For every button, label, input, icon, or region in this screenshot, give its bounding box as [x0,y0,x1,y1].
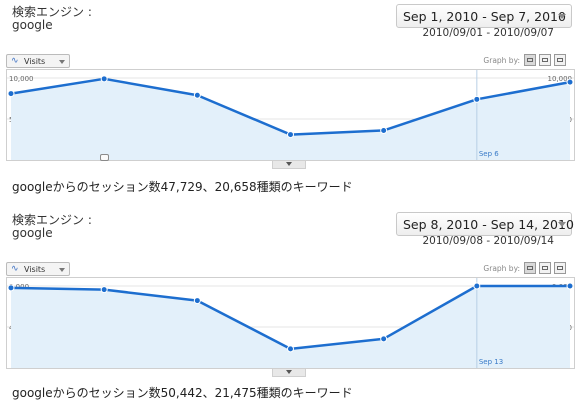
source-value: google [12,18,53,32]
metric-selector[interactable]: ∿ Visits [6,262,70,276]
month-icon [557,58,563,62]
series-area [11,286,570,368]
date-marker-label: Sep 6 [479,150,499,158]
chevron-down-icon [286,162,292,166]
data-point [566,78,574,86]
y-tick-label-right: 10,000 [548,75,573,83]
data-point [473,282,481,290]
series-area [11,78,570,160]
source-label-text: 検索エンジン : [12,5,92,19]
visits-chart: 9,0009,0004,5004,500Sep 13 [6,277,575,369]
data-point [473,95,481,103]
visits-chart-svg: 9,0009,0004,5004,500Sep 13 [7,278,574,368]
metric-label: Visits [24,57,46,66]
metric-selector[interactable]: ∿ Visits [6,54,70,68]
chevron-down-icon [558,14,566,19]
week-icon [542,58,548,62]
data-point [193,91,201,99]
chevron-down-icon [286,370,292,374]
graph-by-month-button[interactable] [554,262,566,274]
graph-by-label: Graph by: [483,56,520,65]
line-chart-icon: ∿ [11,264,19,274]
data-point [566,282,574,290]
report-panel-2: 検索エンジン : google Sep 8, 2010 - Sep 14, 20… [0,208,580,408]
date-marker-label: Sep 13 [479,358,503,366]
date-range-picker[interactable]: Sep 8, 2010 - Sep 14, 2010 [396,212,574,236]
data-point [380,126,388,134]
data-point [7,284,15,292]
day-icon [527,266,533,270]
date-range-text: Sep 1, 2010 - Sep 7, 2010 [403,9,566,24]
date-range-picker[interactable]: Sep 1, 2010 - Sep 7, 2010 [396,4,572,28]
graph-by-week-button[interactable] [539,262,551,274]
source-label: 検索エンジン : google [12,214,92,240]
chart-expand-tab[interactable] [272,369,306,377]
data-point [100,75,108,83]
metric-label: Visits [24,265,46,274]
chevron-down-icon [59,268,65,272]
graph-by-month-button[interactable] [554,54,566,66]
data-point [100,286,108,294]
week-icon [542,266,548,270]
chevron-down-icon [59,60,65,64]
day-icon [527,58,533,62]
date-range-text: Sep 8, 2010 - Sep 14, 2010 [403,217,574,232]
report-panel-1: 検索エンジン : google Sep 1, 2010 - Sep 7, 201… [0,0,580,200]
graph-by-day-button[interactable] [524,54,536,66]
line-chart-icon: ∿ [11,56,19,66]
summary-caption: googleからのセッション数47,729、20,658種類のキーワード [12,180,353,194]
data-point [287,345,294,353]
graph-by-label: Graph by: [483,264,520,273]
month-icon [557,266,563,270]
date-range-subtext: 2010/09/08 - 2010/09/14 [422,235,554,247]
data-point [193,297,201,305]
source-value: google [12,226,53,240]
data-point [287,131,294,139]
summary-caption: googleからのセッション数50,442、21,475種類のキーワード [12,386,353,400]
graph-by-day-button[interactable] [524,262,536,274]
data-point [7,90,15,98]
chevron-down-icon [558,222,566,227]
y-tick-label-left: 10,000 [9,75,34,83]
annotation-icon[interactable] [100,154,109,161]
date-range-subtext: 2010/09/01 - 2010/09/07 [422,27,554,39]
graph-by-week-button[interactable] [539,54,551,66]
source-label-text: 検索エンジン : [12,213,92,227]
data-point [380,335,388,343]
source-label: 検索エンジン : google [12,6,92,32]
chart-expand-tab[interactable] [272,161,306,169]
